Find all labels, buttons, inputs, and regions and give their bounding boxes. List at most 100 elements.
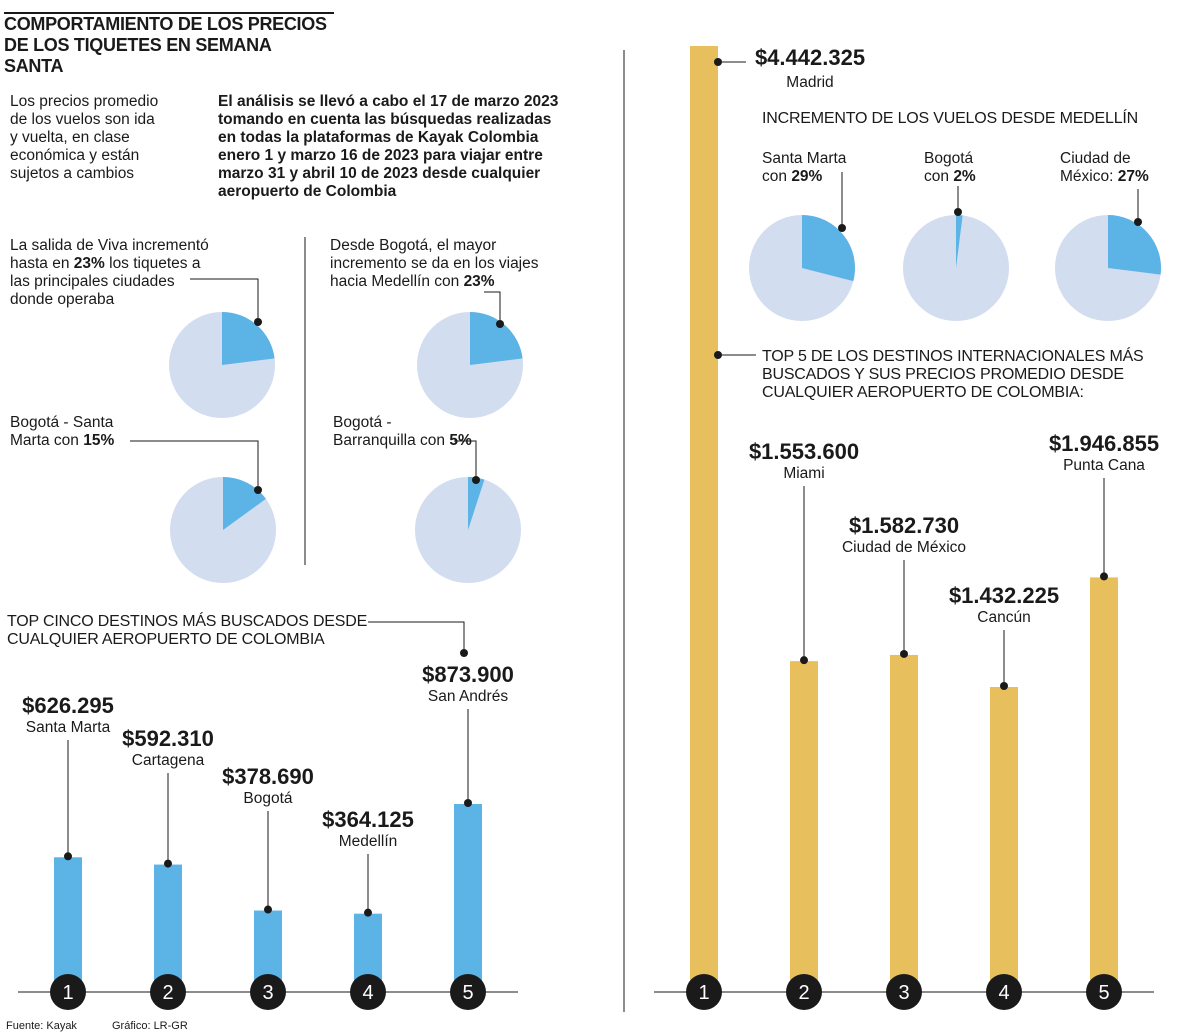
title-line: CUALQUIER AEROPUERTO DE COLOMBIA	[7, 631, 325, 648]
title-line-1: COMPORTAMIENTO DE LOS PRECIOS	[4, 14, 327, 34]
domestic-bar-5	[454, 804, 482, 992]
international-bar-3	[890, 654, 918, 992]
analysis-line: marzo 31 y abril 10 de 2023 desde cualqu…	[218, 165, 541, 182]
international-price-1: $4.442.325	[754, 45, 866, 70]
analysis-line: en todas la plataformas de Kayak Colombi…	[218, 129, 539, 146]
caption-line: hacia Medellín con 23%	[330, 273, 539, 291]
note-line: económica y están	[10, 147, 140, 164]
domestic-bar-1	[54, 857, 82, 992]
international-city-2: Miami	[783, 465, 825, 482]
pie-medellin_santa_marta-slice	[802, 215, 855, 282]
domestic-leader-dot-3	[264, 905, 272, 914]
international-price-5: $1.946.855	[1048, 431, 1160, 456]
caption-text: hasta en	[10, 255, 74, 272]
domestic-leader-dot-2	[164, 859, 172, 868]
caption-line: Ciudad de	[1060, 150, 1131, 167]
caption-percent: 15%	[83, 432, 115, 449]
pie-medellin_bogota-slice	[956, 215, 963, 268]
title-line: CUALQUIER AEROPUERTO DE COLOMBIA:	[762, 384, 1084, 401]
international-city-1: Madrid	[786, 74, 834, 91]
domestic-city-3: Bogotá	[243, 790, 293, 807]
pie-caption-bogota-barranquilla: Bogotá - Barranquilla con 5%	[333, 414, 472, 450]
caption-line: Barranquilla con 5%	[333, 432, 472, 450]
international-leader-dot-3	[900, 649, 908, 658]
pie-bogota_santa_marta-leader	[130, 440, 259, 490]
title-line: TOP CINCO DESTINOS MÁS BUSCADOS DESDE	[7, 613, 368, 630]
caption-percent: 2%	[953, 168, 976, 185]
international-rank-2-circle	[786, 974, 822, 1010]
domestic-rank-1-number: 1	[62, 982, 73, 1004]
domestic-rank-3-circle	[250, 974, 286, 1010]
international-chart-title: TOP 5 DE LOS DESTINOS INTERNACIONALES MÁ…	[762, 348, 1144, 402]
price-note: Los precios promedio de los vuelos son i…	[10, 93, 158, 183]
medellin-caption-santa-marta: Santa Marta con 29%	[762, 150, 846, 186]
note-line: Los precios promedio	[10, 93, 159, 110]
analysis-line: tomando en cuenta las búsquedas realizad…	[218, 111, 552, 128]
caption-line: Santa Marta	[762, 150, 847, 167]
title-rule	[4, 12, 334, 14]
international-price-2: $1.553.600	[748, 439, 860, 464]
analysis-line: enero 1 y marzo 16 de 2023 para viajar e…	[218, 147, 543, 164]
international-rank-1-number: 1	[698, 982, 709, 1004]
caption-text: los tiquetes a	[104, 255, 201, 272]
note-line: sujetos a cambios	[10, 165, 135, 182]
domestic-bar-2	[154, 864, 182, 992]
page-title: COMPORTAMIENTO DE LOS PRECIOS DE LOS TIQ…	[4, 12, 334, 77]
caption-line: con 29%	[762, 168, 846, 186]
caption-text: Barranquilla con	[333, 432, 450, 449]
caption-percent: 27%	[1117, 168, 1149, 185]
pie-medellin_santa_marta-leader-dot	[838, 224, 846, 232]
caption-line: Marta con 15%	[10, 432, 114, 450]
caption-line: La salida de Viva incrementó	[10, 237, 209, 254]
pie-bogota_santa_marta-leader-dot	[254, 486, 262, 494]
pie-viva-leader	[190, 278, 259, 322]
international-bar-5	[1090, 577, 1118, 992]
pie-bogota_medellin-leader	[484, 291, 501, 324]
international-rank-5-number: 5	[1098, 982, 1109, 1004]
domestic-rank-5-number: 5	[462, 982, 473, 1004]
analysis-line: El análisis se llevó a cabo el 17 de mar…	[218, 93, 559, 110]
analysis-note: El análisis se llevó a cabo el 17 de mar…	[218, 93, 558, 201]
caption-line: Bogotá -	[333, 414, 392, 431]
domestic-rank-4-circle	[350, 974, 386, 1010]
caption-line: México: 27%	[1060, 168, 1149, 186]
international-city-5: Punta Cana	[1063, 457, 1145, 474]
international-rank-1-circle	[686, 974, 722, 1010]
caption-text: hacia Medellín con	[330, 273, 464, 290]
caption-line: Bogotá	[924, 150, 974, 167]
note-line: de los vuelos son ida	[10, 111, 155, 128]
international-price-3: $1.582.730	[848, 513, 960, 538]
domestic-price-4: $364.125	[322, 807, 414, 832]
footer-graphic: Gráfico: LR-GR	[112, 1020, 188, 1032]
title-line: TOP 5 DE LOS DESTINOS INTERNACIONALES MÁ…	[762, 348, 1144, 365]
domestic-price-1: $626.295	[22, 693, 114, 718]
international-rank-4-number: 4	[998, 982, 1009, 1004]
pie-viva-slice	[222, 312, 275, 365]
caption-text: Marta con	[10, 432, 84, 449]
caption-text: con	[762, 168, 792, 185]
medellin-caption-cdmx: Ciudad de México: 27%	[1060, 150, 1149, 186]
pie-bogota_barranquilla-slice	[468, 477, 485, 530]
international-title-leader-dot	[714, 351, 722, 359]
domestic-rank-4-number: 4	[362, 982, 373, 1004]
domestic-rank-2-circle	[150, 974, 186, 1010]
international-bar-2	[790, 661, 818, 992]
international-rank-4-circle	[986, 974, 1022, 1010]
international-bar-4	[990, 687, 1018, 992]
international-city-4: Cancún	[977, 609, 1031, 626]
medellin-caption-bogota: Bogotá con 2%	[924, 150, 976, 186]
domestic-city-4: Medellín	[338, 833, 398, 850]
analysis-line: aeropuerto de Colombia	[218, 183, 397, 200]
pie-bogota_barranquilla-leader-dot	[472, 476, 480, 484]
domestic-rank-1-circle	[50, 974, 86, 1010]
caption-line: donde operaba	[10, 291, 115, 308]
domestic-rank-3-number: 3	[262, 982, 273, 1004]
domestic-chart-title: TOP CINCO DESTINOS MÁS BUSCADOS DESDE CU…	[7, 613, 367, 649]
international-city-3: Ciudad de México	[841, 539, 967, 556]
caption-line: las principales ciudades	[10, 273, 175, 290]
pie-medellin_cdmx-leader-dot	[1134, 218, 1142, 226]
caption-text: México:	[1060, 168, 1118, 185]
note-line: y vuelta, en clase	[10, 129, 130, 146]
domestic-city-1: Santa Marta	[25, 719, 111, 736]
